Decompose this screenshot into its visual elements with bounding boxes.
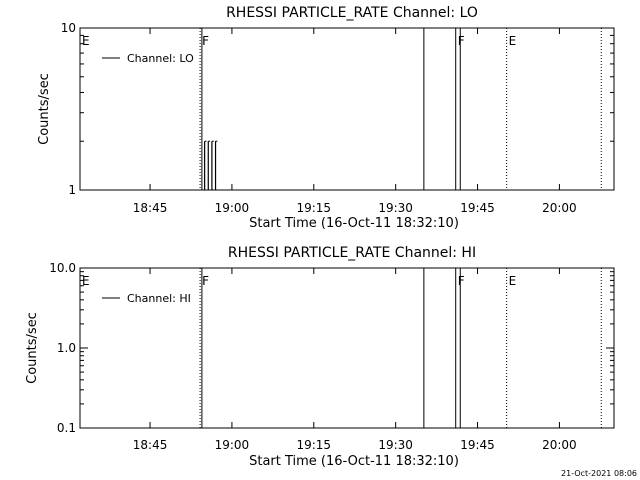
chart2-y-axis-label: Counts/sec bbox=[25, 312, 40, 384]
chart2-marker-label-1: F bbox=[202, 274, 209, 288]
chart2-y-tick-label-0: 0.1 bbox=[57, 421, 76, 435]
chart1-x-tick-label-3: 19:30 bbox=[378, 201, 413, 215]
chart1-legend-label: Channel: LO bbox=[127, 52, 194, 65]
chart1-y-tick-label-1: 10 bbox=[61, 21, 76, 35]
chart2-marker-label-4: F bbox=[458, 274, 465, 288]
chart2-x-tick-label-4: 19:45 bbox=[460, 438, 495, 452]
chart1-x-tick-label-4: 19:45 bbox=[460, 201, 495, 215]
chart2-y-tick-label-1: 1.0 bbox=[57, 341, 76, 355]
chart2-x-tick-label-2: 19:15 bbox=[296, 438, 331, 452]
chart1-y-tick-label-0: 1 bbox=[68, 183, 76, 197]
chart2-marker-label-0: E bbox=[82, 274, 90, 288]
chart1-x-tick-label-2: 19:15 bbox=[296, 201, 331, 215]
chart2-legend-label: Channel: HI bbox=[127, 292, 191, 305]
chart1-x-axis-label: Start Time (16-Oct-11 18:32:10) bbox=[249, 216, 459, 231]
chart1-x-tick-label-5: 20:00 bbox=[542, 201, 577, 215]
chart1-title: RHESSI PARTICLE_RATE Channel: LO bbox=[226, 5, 478, 21]
chart2-x-tick-label-5: 20:00 bbox=[542, 438, 577, 452]
chart1-y-axis-label: Counts/sec bbox=[37, 73, 52, 145]
chart1-marker-label-0: E bbox=[82, 34, 90, 48]
timestamp-stamp: 21-Oct-2021 08:06 bbox=[561, 469, 637, 478]
chart2-y-tick-label-2: 10.0 bbox=[49, 261, 76, 275]
chart2-x-tick-label-3: 19:30 bbox=[378, 438, 413, 452]
chart1-x-tick-label-1: 19:00 bbox=[215, 201, 250, 215]
chart2-title: RHESSI PARTICLE_RATE Channel: HI bbox=[228, 245, 476, 261]
chart2-x-tick-label-0: 18:45 bbox=[133, 438, 168, 452]
chart2-marker-label-6: E bbox=[509, 274, 517, 288]
chart1-marker-label-4: F bbox=[458, 34, 465, 48]
chart1-marker-label-6: E bbox=[509, 34, 517, 48]
chart2-x-axis-label: Start Time (16-Oct-11 18:32:10) bbox=[249, 454, 459, 469]
chart1-plot-frame bbox=[79, 27, 615, 191]
chart1-marker-label-1: F bbox=[202, 34, 209, 48]
chart2-x-tick-label-1: 19:00 bbox=[215, 438, 250, 452]
chart1-x-tick-label-0: 18:45 bbox=[133, 201, 168, 215]
